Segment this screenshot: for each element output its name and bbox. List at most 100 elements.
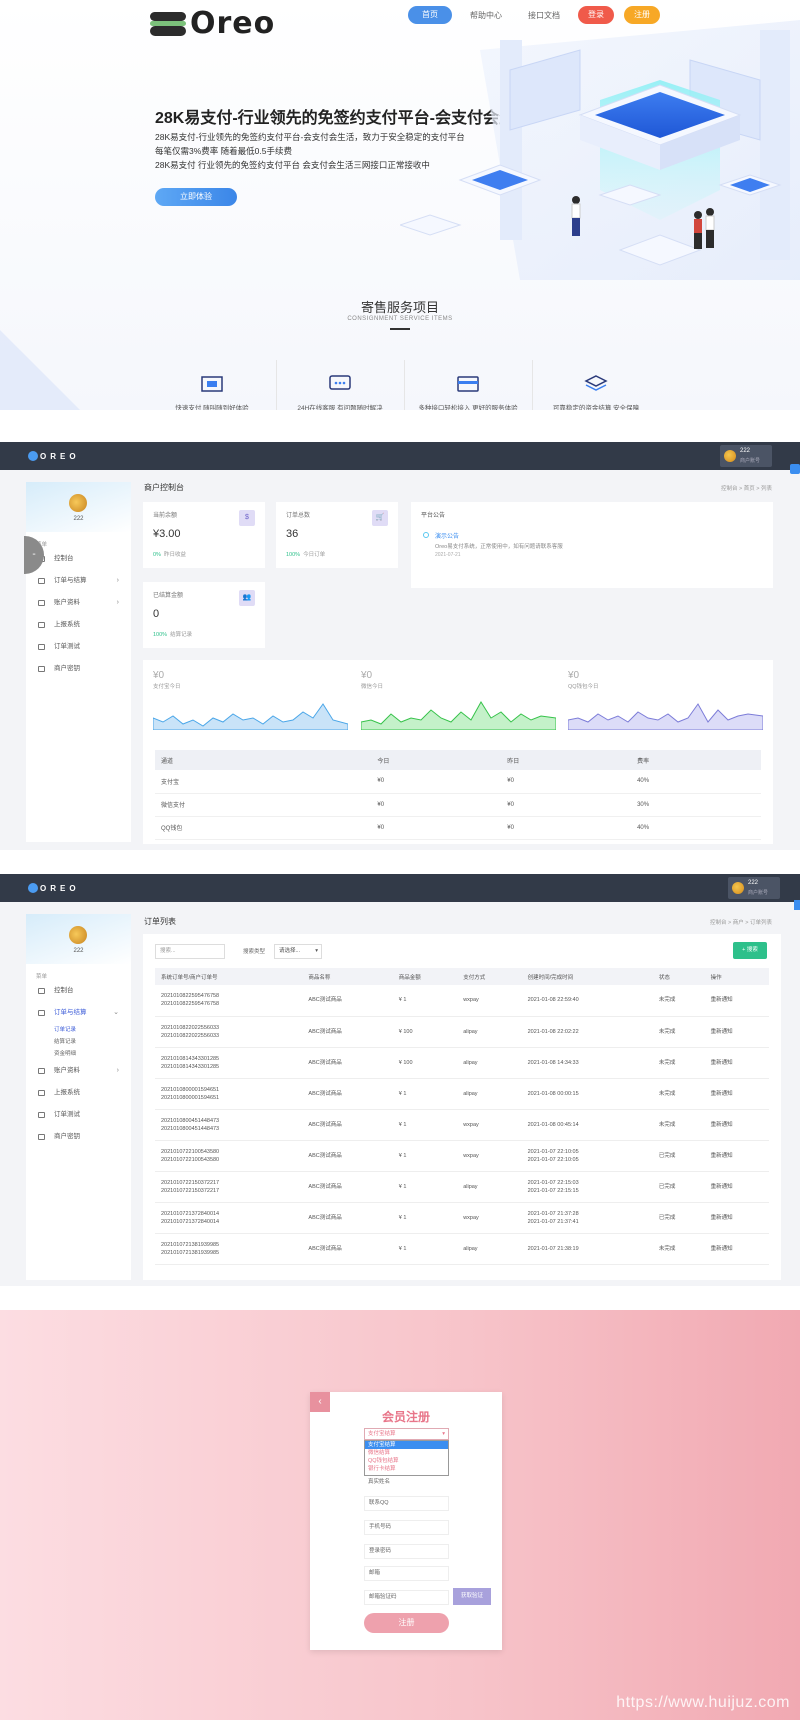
sidebar-item-account[interactable]: 账户资料 ›	[26, 592, 131, 614]
renotify-link[interactable]: 重新通知	[704, 1016, 769, 1048]
dropdown-option[interactable]: 微信结算	[368, 1450, 391, 1456]
back-arrow-icon[interactable]: ‹	[310, 1392, 330, 1412]
renotify-link[interactable]: 重新通知	[704, 985, 769, 1017]
dollar-icon: $	[239, 510, 255, 526]
qq-field[interactable]: 联系QQ	[364, 1496, 449, 1511]
user-menu[interactable]: 222 商户账号	[728, 877, 780, 899]
sidebar-subitem-order-records[interactable]: 订单记录	[54, 1027, 77, 1033]
table-row: 2021010722150372217 2021010722150372217 AB…	[155, 1171, 769, 1203]
account-icon	[38, 1068, 45, 1074]
collapse-toggle[interactable]: -	[24, 536, 44, 574]
watermark: https://www.huijuz.com	[616, 1694, 790, 1711]
sidebar-item-orders[interactable]: 订单与结算 ›	[26, 570, 131, 592]
login-button[interactable]: 登录	[578, 6, 614, 24]
phone-field[interactable]: 手机号码	[364, 1520, 449, 1535]
sidebar: 222 菜单 控制台 订单与结算› 账户资料› 上报系统 订单测试 商户密钥	[26, 482, 131, 842]
key-icon	[38, 1134, 45, 1140]
brand-dot-icon	[28, 451, 38, 461]
email-code-field[interactable]: 邮箱验证码	[364, 1590, 449, 1605]
dropdown-option[interactable]: QQ钱包结算	[368, 1458, 399, 1464]
person-figure-1	[571, 196, 581, 236]
table-header-row: 系统订单号/商户订单号 商品名称 商品金额 支付方式 创建时间/完成时间 状态 操作	[155, 968, 769, 985]
chevron-down-icon: ⌄	[113, 1009, 119, 1016]
avatar	[732, 882, 744, 894]
site-logo[interactable]: Oreo	[150, 6, 275, 41]
oreo-cookie-icon	[150, 10, 186, 38]
register-button[interactable]: 注册	[624, 6, 660, 24]
sidebar-subitem-settlements[interactable]: 结算记录	[54, 1039, 77, 1045]
search-button[interactable]: + 搜索	[733, 942, 767, 959]
page-title: 订单列表	[144, 917, 176, 926]
table-row: 2021010722100543580 2021010722100543580 AB…	[155, 1140, 769, 1172]
try-now-button[interactable]: 立即体验	[155, 188, 237, 206]
sparkline-wechat	[361, 701, 556, 730]
orders-card: 搜索... 搜索类型 请选择... ▾ + 搜索 系统订单号/商户订单号 商品名称商…	[143, 934, 781, 1280]
settings-gear-icon[interactable]	[794, 900, 800, 910]
sidebar: 222 菜单 控制台 订单与结算 ⌄ 订单记录 结算记录 资金明细 账户资料 › 上…	[26, 914, 131, 1280]
renotify-link[interactable]: 重新通知	[704, 1140, 769, 1172]
sidebar-item-orders[interactable]: 订单与结算 ⌄	[26, 1002, 131, 1024]
sidebar-item-keys[interactable]: 商户密钥	[26, 1126, 131, 1148]
service-item: 多种接口轻松接入 更好的服务体验	[404, 360, 532, 410]
report-icon	[38, 622, 45, 628]
nav-docs[interactable]: 接口文档	[528, 10, 560, 20]
notice-card: 平台公告 演示公告 Oreo易支付系统，正常使用中，如有问题请联系客服 2021…	[411, 502, 773, 588]
sidebar-item-dashboard[interactable]: 控制台	[26, 980, 131, 1002]
sidebar-item-keys[interactable]: 商户密钥	[26, 658, 131, 680]
channel-table: 通道 今日 昨日 费率 支付宝 ¥0 ¥0 40% 微信支付 ¥0 ¥0 30% QQ钱包 ¥…	[155, 750, 761, 840]
caret-down-icon: ▾	[315, 948, 318, 954]
nav-home[interactable]: 首页	[408, 6, 452, 24]
breadcrumb[interactable]: 控制台 > 商户 > 订单列表	[709, 920, 772, 926]
sidebar-item-report[interactable]: 上报系统	[26, 614, 131, 636]
renotify-link[interactable]: 重新通知	[704, 1047, 769, 1079]
dropdown-option[interactable]: 支付宝结算	[365, 1441, 448, 1449]
search-type-select[interactable]: 请选择... ▾	[274, 944, 322, 959]
sidebar-item-test[interactable]: 订单测试	[26, 1104, 131, 1126]
password-field[interactable]: 登录密码	[364, 1544, 449, 1559]
top-bar: OREO 222 商户账号	[0, 442, 800, 470]
realname-field[interactable]: 真实姓名	[368, 1479, 391, 1485]
status-badge: 未完成	[652, 1233, 705, 1265]
sidebar-item-account[interactable]: 账户资料 ›	[26, 1060, 131, 1082]
brand-dot-icon	[28, 883, 38, 893]
renotify-link[interactable]: 重新通知	[704, 1109, 769, 1141]
dropdown-option[interactable]: 银行卡结算	[368, 1466, 396, 1472]
settings-gear-icon[interactable]	[790, 464, 800, 474]
top-bar: OREO 222 商户账号	[0, 874, 800, 902]
renotify-link[interactable]: 重新通知	[704, 1078, 769, 1110]
renotify-link[interactable]: 重新通知	[704, 1233, 769, 1265]
brand-logo[interactable]: OREO	[28, 451, 80, 461]
get-code-button[interactable]: 获取验证	[453, 1588, 491, 1605]
timeline-dot-icon	[423, 532, 429, 538]
nav-help[interactable]: 帮助中心	[470, 10, 502, 20]
dashboard-icon	[38, 988, 45, 994]
stat-card-orders: 订单总数 36 100% 今日订单 🛒	[276, 502, 398, 568]
settle-type-select[interactable]: 支付宝结算 ▾	[364, 1428, 449, 1440]
table-row: 2021010721381939985 2021010721381939985 AB…	[155, 1233, 769, 1265]
title-underline	[390, 328, 410, 330]
register-submit-button[interactable]: 注册	[364, 1613, 449, 1633]
chevron-right-icon: ›	[116, 577, 119, 584]
orders-icon	[38, 578, 45, 584]
table-row: QQ钱包 ¥0 ¥0 40%	[155, 816, 761, 840]
avatar	[724, 450, 736, 462]
renotify-link[interactable]: 重新通知	[704, 1202, 769, 1234]
notice-link[interactable]: 演示公告	[435, 534, 460, 540]
search-input[interactable]: 搜索...	[155, 944, 225, 959]
sidebar-item-test[interactable]: 订单测试	[26, 636, 131, 658]
table-row: 2021010822022556033 2021010822022556033 AB…	[155, 1016, 769, 1048]
email-field[interactable]: 邮箱	[364, 1566, 449, 1581]
card-icon	[457, 376, 479, 392]
sidebar-subitem-funds[interactable]: 资金明细	[54, 1051, 77, 1057]
sidebar-item-report[interactable]: 上报系统	[26, 1082, 131, 1104]
layers-icon	[584, 375, 608, 391]
status-badge: 已完成	[652, 1171, 705, 1203]
renotify-link[interactable]: 重新通知	[704, 1171, 769, 1203]
breadcrumb[interactable]: 控制台 > 首页 > 列表	[720, 486, 772, 492]
status-badge: 未完成	[652, 985, 705, 1017]
user-menu[interactable]: 222 商户账号	[720, 445, 772, 467]
register-title: 会员注册	[381, 1410, 430, 1424]
brand-logo[interactable]: OREO	[28, 883, 80, 893]
register-page: ‹ 会员注册 支付宝结算 ▾ 支付宝结算 微信结算 QQ钱包结算 银行卡结算 真实…	[0, 1310, 800, 1720]
mini-chart-qq: ¥0 QQ钱包今日	[568, 670, 763, 730]
